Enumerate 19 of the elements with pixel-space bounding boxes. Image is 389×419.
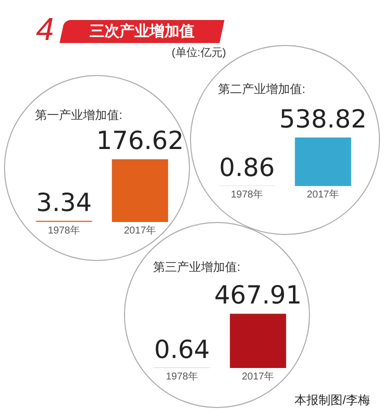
chart-title: 第三产业增加值: — [153, 260, 240, 274]
x-tick-label: 2017年 — [242, 370, 274, 382]
x-tick-label: 1978年 — [48, 224, 80, 236]
chart-title: 第二产业增加值: — [218, 82, 306, 96]
data-label: 0.64 — [154, 334, 210, 364]
data-label: 0.86 — [219, 152, 275, 182]
data-label: 176.62 — [96, 126, 184, 156]
data-label: 3.34 — [36, 188, 92, 217]
text: (单位:亿元) — [170, 46, 226, 60]
x-tick-label: 1978年 — [230, 188, 264, 200]
data-label: 467.91 — [214, 280, 302, 310]
x-tick-label: 1978年 — [166, 370, 198, 382]
data-label: 538.82 — [279, 104, 367, 134]
x-tick-label: 2017年 — [124, 224, 156, 236]
x-tick-label: 2017年 — [306, 188, 340, 200]
chart-title: 第一产业增加值: — [35, 108, 122, 122]
text: 本报制图/李梅 — [294, 392, 370, 409]
text: 三次产业增加值 — [62, 20, 222, 43]
text: 4 — [36, 11, 54, 47]
